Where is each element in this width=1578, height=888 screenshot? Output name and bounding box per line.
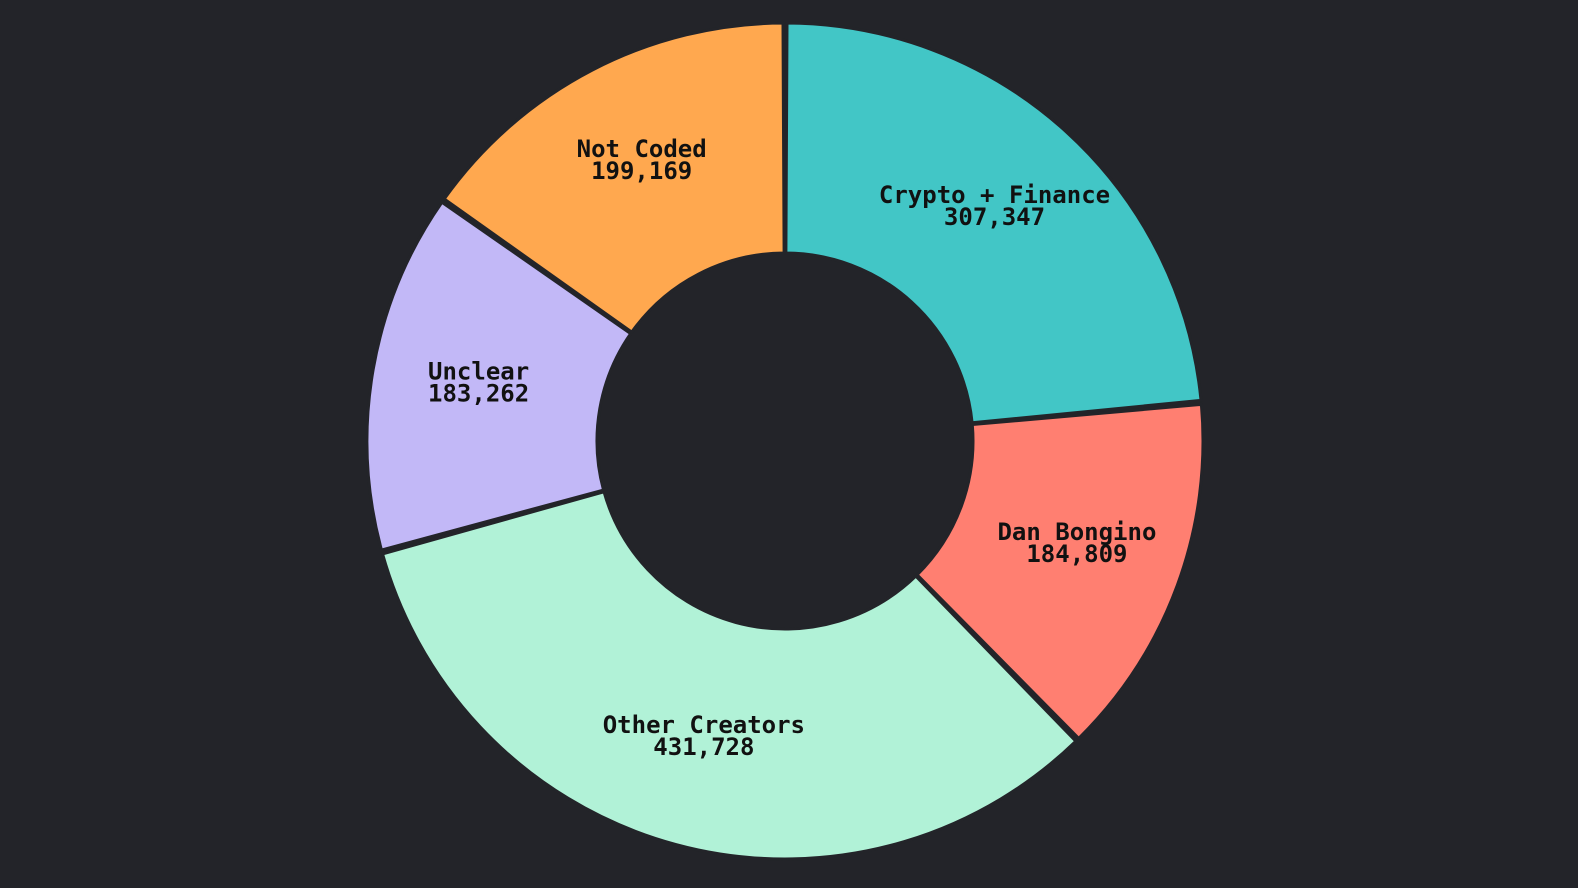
slice-label-other-creators: Other Creators — [603, 711, 805, 739]
slice-label-crypto-finance: Crypto + Finance — [879, 181, 1110, 209]
slice-value-dan-bongino: 184,809 — [1026, 540, 1127, 568]
slice-unclear[interactable] — [365, 200, 633, 552]
slice-other-creators[interactable] — [381, 490, 1078, 861]
slice-value-other-creators: 431,728 — [653, 733, 754, 761]
slice-label-unclear: Unclear — [428, 358, 529, 386]
slice-crypto-finance[interactable] — [784, 21, 1203, 425]
slice-label-dan-bongino: Dan Bongino — [997, 518, 1156, 546]
slice-dan-bongino[interactable] — [915, 402, 1205, 740]
slice-value-unclear: 183,262 — [428, 380, 529, 408]
slices-layer — [365, 21, 1205, 861]
slice-not-coded[interactable] — [442, 21, 786, 334]
slice-label-not-coded: Not Coded — [577, 135, 707, 163]
slice-value-crypto-finance: 307,347 — [944, 203, 1045, 231]
slice-value-not-coded: 199,169 — [591, 157, 692, 185]
